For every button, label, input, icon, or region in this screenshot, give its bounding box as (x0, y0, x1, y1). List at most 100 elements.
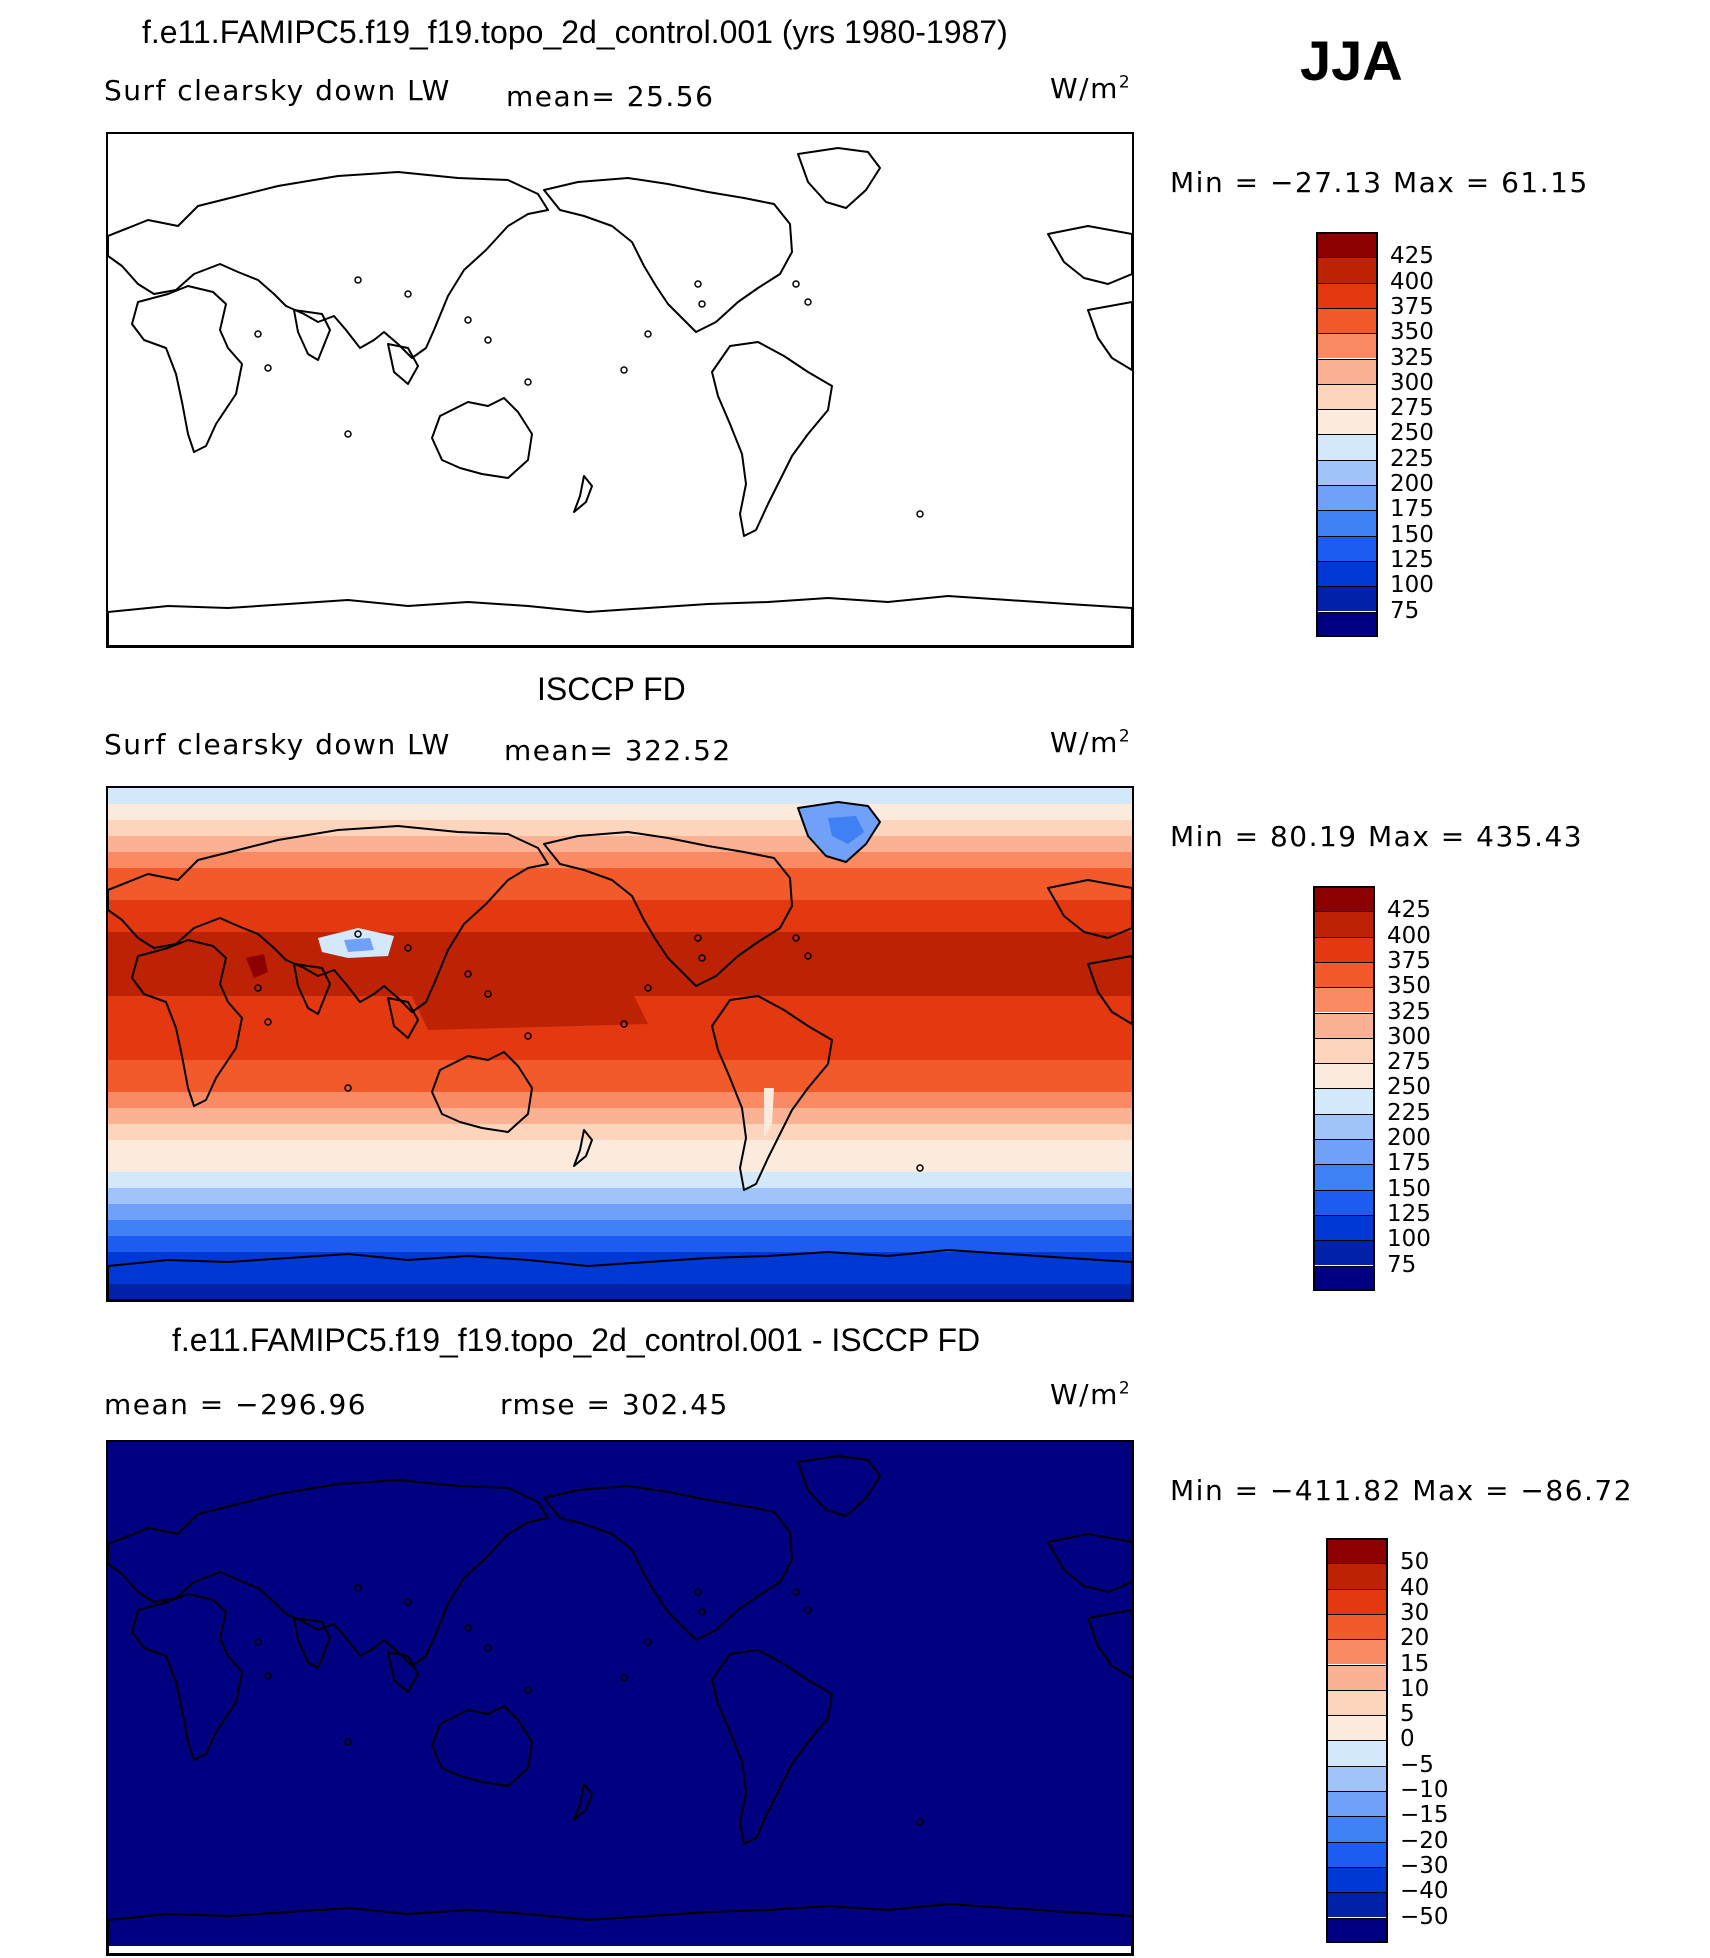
colorbar-cell (1313, 1063, 1375, 1089)
colorbar-tick-label: 425 (1387, 897, 1431, 924)
colorbar-cell (1313, 1139, 1375, 1165)
island-outline (404, 944, 412, 952)
colorbar-cell (1313, 911, 1375, 937)
coastline-westeurope (1047, 879, 1132, 939)
island-outline (620, 1020, 628, 1028)
colorbar-tick-label: 250 (1390, 420, 1434, 447)
coastline-namerica (543, 1485, 793, 1641)
anomaly-greenland-core (828, 816, 864, 844)
colorbar-frame (1313, 886, 1375, 1291)
map-canvas (108, 134, 1132, 646)
anomaly-tibet-core (344, 938, 374, 952)
coastline-australia (431, 1705, 533, 1787)
coastline-westafrica (1087, 955, 1132, 1025)
colorbar-tick-label: 425 (1390, 243, 1434, 270)
colorbar-cell (1326, 1841, 1388, 1867)
colorbar-cell (1316, 409, 1378, 435)
island-outline (354, 276, 362, 284)
island-outline (344, 1084, 352, 1092)
island-outline (254, 984, 262, 992)
field-band (108, 1172, 1132, 1189)
panel2-mean-label: mean= 322.52 (504, 734, 732, 767)
colorbar-cell (1326, 1538, 1388, 1564)
colorbar-cell (1313, 961, 1375, 988)
panel1-minmax-label: Min = −27.13 Max = 61.15 (1170, 166, 1589, 199)
colorbar-cell (1316, 611, 1378, 637)
panel1-variable-label: Surf clearsky down LW (104, 74, 451, 107)
colorbar-tick-label: 275 (1390, 395, 1434, 422)
colorbar-tick-label: 225 (1387, 1099, 1431, 1126)
coastline-nz (573, 475, 593, 513)
colorbar-cell (1313, 886, 1375, 912)
field-band (108, 1156, 1132, 1173)
island-outline (264, 1672, 272, 1680)
coastline-namerica (543, 177, 793, 333)
colorbar-tick-label: 400 (1390, 268, 1434, 295)
coastline-samerica (711, 1649, 833, 1845)
panel2-title: ISCCP FD (537, 671, 686, 707)
island-outline (524, 1032, 532, 1040)
colorbar-tick-label: 200 (1390, 471, 1434, 497)
island-outline (404, 1598, 412, 1606)
field-band (108, 1204, 1132, 1221)
colorbar-cell (1326, 1866, 1388, 1893)
colorbar-cell (1313, 1088, 1375, 1114)
island-outline (524, 378, 532, 386)
anomaly-arabia-hot (246, 954, 268, 978)
coastline-seasia (387, 343, 419, 385)
panel3-colorbar: 50 40 30 20 15 10 5 0 −5 −10 −15 −20 −30 −40 −50 (1326, 1538, 1526, 1943)
colorbar-tick-label: −20 (1400, 1827, 1449, 1854)
colorbar-cell (1326, 1765, 1388, 1791)
coastline-africa (131, 1593, 243, 1761)
coastline-nz (573, 1129, 593, 1167)
field-band (108, 1140, 1132, 1157)
field-band (108, 1268, 1132, 1285)
island-outline (698, 300, 706, 308)
coastline-greenland (797, 147, 881, 209)
coastline-africa (131, 939, 243, 1107)
colorbar-tick-label: 175 (1390, 496, 1434, 523)
colorbar-cell (1316, 232, 1378, 258)
colorbar-cell (1316, 586, 1378, 612)
colorbar-cell (1316, 434, 1378, 460)
colorbar-tick-label: 125 (1390, 546, 1434, 573)
coastline-westafrica (1087, 301, 1132, 371)
colorbar-tick-label: 325 (1387, 998, 1431, 1025)
island-outline (524, 1686, 532, 1694)
island-outline (792, 1588, 800, 1596)
colorbar-tick-label: 300 (1390, 369, 1434, 396)
field-band (108, 1124, 1132, 1141)
colorbar-cell (1326, 1740, 1388, 1766)
coastline-india (293, 309, 331, 361)
field-band (108, 852, 1132, 869)
colorbar-tick-label: 75 (1387, 1251, 1417, 1278)
colorbar-cell (1316, 560, 1378, 587)
field-band (108, 836, 1132, 853)
colorbar-tick-label: −40 (1400, 1878, 1449, 1905)
field-band (108, 1108, 1132, 1125)
colorbar-cell (1316, 333, 1378, 359)
colorbar-cell (1326, 1664, 1388, 1690)
island-outline (484, 990, 492, 998)
colorbar-tick-label: 100 (1387, 1226, 1431, 1253)
anomaly-andes-cool (764, 1088, 774, 1138)
field-band (108, 964, 1132, 981)
island-outline (344, 430, 352, 438)
colorbar-cell (1313, 1037, 1375, 1064)
panel2-colorbar: 425 400 375 350 325 300 275 250 225 200 175 150 125 1… (1313, 886, 1513, 1291)
island-outline (484, 336, 492, 344)
colorbar-cell (1326, 1689, 1388, 1716)
field-band (108, 1060, 1132, 1077)
coastline-greenland (797, 1455, 881, 1517)
island-outline (464, 1624, 472, 1632)
map-canvas (108, 788, 1132, 1300)
colorbar-cell (1313, 1265, 1375, 1291)
field-band (108, 1028, 1132, 1045)
coastline-namerica (543, 831, 793, 987)
field-band (108, 1076, 1132, 1093)
coastline-antarctica (108, 1249, 1132, 1300)
coastline-india (293, 963, 331, 1015)
island-outline (464, 316, 472, 324)
island-outline (698, 1608, 706, 1616)
colorbar-cell (1326, 1563, 1388, 1589)
